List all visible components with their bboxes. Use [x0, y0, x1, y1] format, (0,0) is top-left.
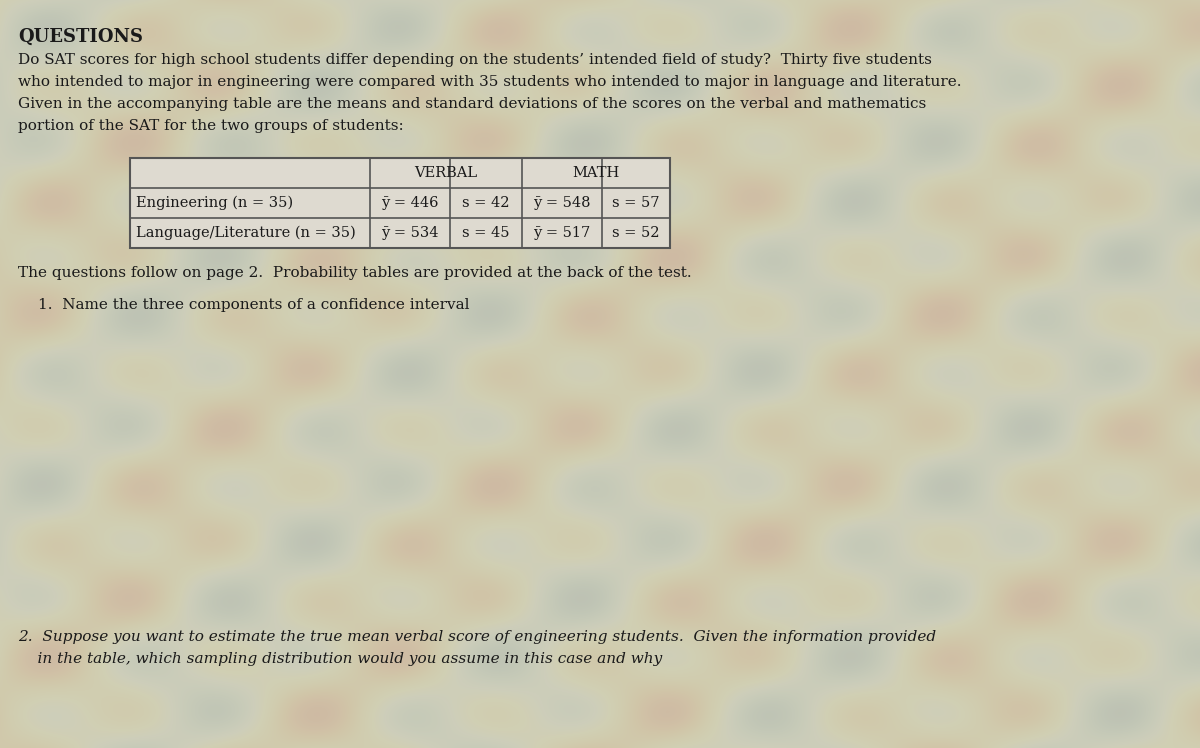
Text: Given in the accompanying table are the means and standard deviations of the sco: Given in the accompanying table are the … — [18, 97, 926, 111]
Text: 2.  Suppose you want to estimate the true mean verbal score of engineering stude: 2. Suppose you want to estimate the true… — [18, 630, 936, 644]
Text: s = 45: s = 45 — [462, 226, 510, 240]
Text: The questions follow on page 2.  Probability tables are provided at the back of : The questions follow on page 2. Probabil… — [18, 266, 691, 280]
Text: VERBAL: VERBAL — [414, 166, 478, 180]
Text: s = 52: s = 52 — [612, 226, 660, 240]
Text: QUESTIONS: QUESTIONS — [18, 28, 143, 46]
Text: ȳ = 517: ȳ = 517 — [533, 226, 590, 240]
Text: ȳ = 446: ȳ = 446 — [382, 196, 439, 210]
Text: s = 57: s = 57 — [612, 196, 660, 210]
Text: portion of the SAT for the two groups of students:: portion of the SAT for the two groups of… — [18, 119, 403, 133]
Text: Engineering (n = 35): Engineering (n = 35) — [136, 196, 293, 210]
Text: Language/Literature (n = 35): Language/Literature (n = 35) — [136, 226, 355, 240]
Text: Do SAT scores for high school students differ depending on the students’ intende: Do SAT scores for high school students d… — [18, 53, 932, 67]
Text: MATH: MATH — [572, 166, 619, 180]
Bar — [130, 158, 670, 248]
Text: 1.  Name the three components of a confidence interval: 1. Name the three components of a confid… — [38, 298, 469, 312]
Text: who intended to major in engineering were compared with 35 students who intended: who intended to major in engineering wer… — [18, 75, 961, 89]
Text: s = 42: s = 42 — [462, 196, 510, 210]
Text: ȳ = 534: ȳ = 534 — [382, 226, 439, 240]
Text: ȳ = 548: ȳ = 548 — [533, 196, 590, 210]
Text: in the table, which sampling distribution would you assume in this case and why: in the table, which sampling distributio… — [18, 652, 662, 666]
